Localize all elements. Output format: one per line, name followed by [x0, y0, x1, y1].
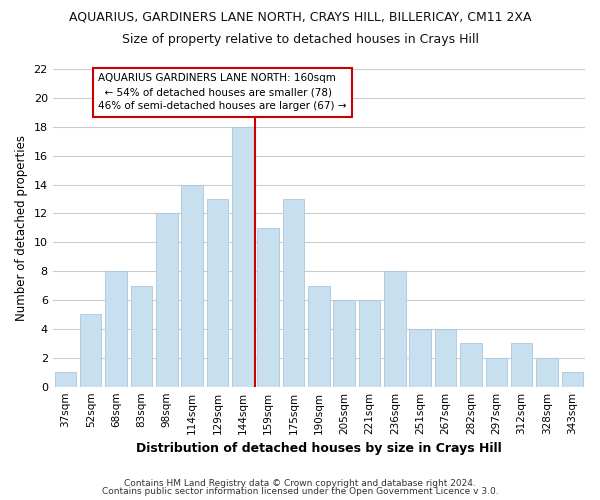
Bar	[80, 314, 101, 386]
Bar	[232, 127, 254, 386]
Bar	[536, 358, 558, 386]
Bar	[409, 329, 431, 386]
Bar	[460, 344, 482, 386]
X-axis label: Distribution of detached houses by size in Crays Hill: Distribution of detached houses by size …	[136, 442, 502, 455]
Bar	[334, 300, 355, 386]
Bar	[206, 199, 228, 386]
Text: Contains HM Land Registry data © Crown copyright and database right 2024.: Contains HM Land Registry data © Crown c…	[124, 478, 476, 488]
Text: AQUARIUS GARDINERS LANE NORTH: 160sqm
  ← 54% of detached houses are smaller (78: AQUARIUS GARDINERS LANE NORTH: 160sqm ← …	[98, 74, 347, 112]
Bar	[105, 271, 127, 386]
Bar	[308, 286, 329, 386]
Bar	[485, 358, 507, 386]
Bar	[257, 228, 279, 386]
Text: AQUARIUS, GARDINERS LANE NORTH, CRAYS HILL, BILLERICAY, CM11 2XA: AQUARIUS, GARDINERS LANE NORTH, CRAYS HI…	[69, 10, 531, 23]
Bar	[435, 329, 457, 386]
Text: Contains public sector information licensed under the Open Government Licence v : Contains public sector information licen…	[101, 487, 499, 496]
Bar	[131, 286, 152, 386]
Y-axis label: Number of detached properties: Number of detached properties	[15, 135, 28, 321]
Bar	[359, 300, 380, 386]
Bar	[562, 372, 583, 386]
Bar	[283, 199, 304, 386]
Bar	[384, 271, 406, 386]
Bar	[511, 344, 532, 386]
Text: Size of property relative to detached houses in Crays Hill: Size of property relative to detached ho…	[121, 32, 479, 46]
Bar	[181, 184, 203, 386]
Bar	[156, 214, 178, 386]
Bar	[55, 372, 76, 386]
